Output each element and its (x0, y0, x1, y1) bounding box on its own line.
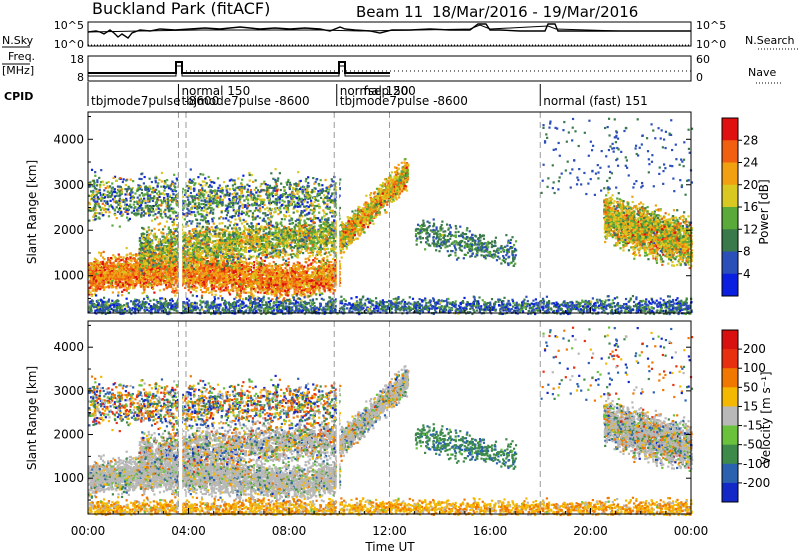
power-cell-lower-band (314, 257, 316, 259)
power-cell-lower-band (273, 261, 275, 263)
power-cell-lower-band (288, 261, 290, 263)
power-cell-lower-band (253, 295, 255, 297)
power-cell-lower-band (239, 297, 241, 299)
date-range: 18/Mar/2016 - 19/Mar/2016 (432, 3, 638, 21)
power-cell-lower-band (281, 264, 283, 266)
freq-panel: Freq. [MHz] 18 8 60 0 Nave (2, 50, 782, 84)
power-cell-lower-band (279, 296, 281, 298)
power-cell-lower-band (247, 291, 249, 293)
noise-right-top: 10^5 (696, 19, 726, 32)
power-cell-lower-band (257, 291, 259, 293)
power-cell-lower-band (188, 289, 190, 291)
freq-label: Freq. (8, 50, 35, 63)
freq-left-top: 18 (70, 53, 84, 66)
freq-unit: [MHz] (2, 64, 34, 77)
freq-right-top: 60 (696, 53, 710, 66)
power-cell-lower-band (330, 261, 332, 263)
power-cell-lower-band (292, 294, 294, 296)
freq-frame (88, 56, 691, 81)
site-title: Buckland Park (fitACF) (92, 0, 270, 18)
power-cell-lower-band (176, 292, 178, 294)
power-cell-lower-band (121, 294, 123, 296)
power-cell-lower-band (266, 291, 268, 293)
power-cell-lower-band (211, 288, 213, 290)
power-cell-lower-band (334, 259, 336, 261)
cpid-label: CPID (4, 90, 33, 103)
power-cell-lower-band (274, 295, 276, 297)
power-cell-lower-band (264, 260, 266, 262)
power-cell-lower-band (219, 295, 221, 297)
power-cell-lower-band (288, 258, 290, 260)
nsky-label: N.Sky (2, 34, 34, 47)
power-cell-lower-band (147, 286, 149, 288)
power-cell-lower-band (332, 258, 334, 260)
noise-right-bottom: 10^0 (696, 38, 726, 51)
power-cell-lower-band (122, 282, 124, 284)
power-cell-lower-band (100, 254, 102, 256)
beam-label: Beam 11 (356, 3, 423, 21)
power-cell-lower-band (229, 293, 231, 295)
power-cell-lower-band (159, 289, 161, 291)
power-cell-lower-band (289, 267, 291, 269)
power-cell-lower-band (236, 294, 238, 296)
power-cell-lower-band (163, 288, 165, 290)
freq-left-bottom: 8 (77, 71, 84, 84)
power-cell-lower-band (293, 263, 295, 265)
power-cell-lower-band (279, 293, 281, 295)
rti-figure: Buckland Park (fitACF) Beam 11 18/Mar/20… (0, 0, 800, 554)
power-cell-lower-band (104, 287, 106, 289)
power-cell-lower-band (118, 253, 120, 255)
noise-left-top: 10^5 (54, 19, 84, 32)
power-cell-lower-band (100, 252, 102, 254)
noise-panel: N.Sky 10^5 10^0 10^5 10^0 N.Search (2, 19, 798, 51)
nave-label: Nave (748, 66, 776, 79)
power-cell-lower-band (315, 262, 317, 264)
power-cell-lower-band (117, 291, 119, 293)
power-cell-lower-band (112, 291, 114, 293)
power-cell-lower-band (218, 288, 220, 290)
power-cell-lower-band (319, 287, 321, 289)
freq-right-bottom: 0 (696, 71, 703, 84)
power-cell-lower-band (284, 267, 286, 269)
power-cell-lower-band (244, 261, 246, 263)
cpid-label-2: tbjmode7pulse -8600 (181, 94, 309, 108)
power-cell-lower-band (103, 289, 105, 291)
cpid-label-6: normal (fast) 151 (543, 94, 647, 108)
power-cell-lower-band (316, 258, 318, 260)
power-cell-lower-band (211, 294, 213, 296)
power-cell-lower-band (190, 291, 192, 293)
noise-frame (88, 22, 691, 46)
cpid-label-5: tbjmode7pulse -8600 (340, 94, 468, 108)
nsearch-label: N.Search (745, 34, 795, 47)
power-cell-lower-band (118, 258, 120, 260)
power-cell-lower-band (103, 251, 105, 253)
noise-left-bottom: 10^0 (54, 38, 84, 51)
